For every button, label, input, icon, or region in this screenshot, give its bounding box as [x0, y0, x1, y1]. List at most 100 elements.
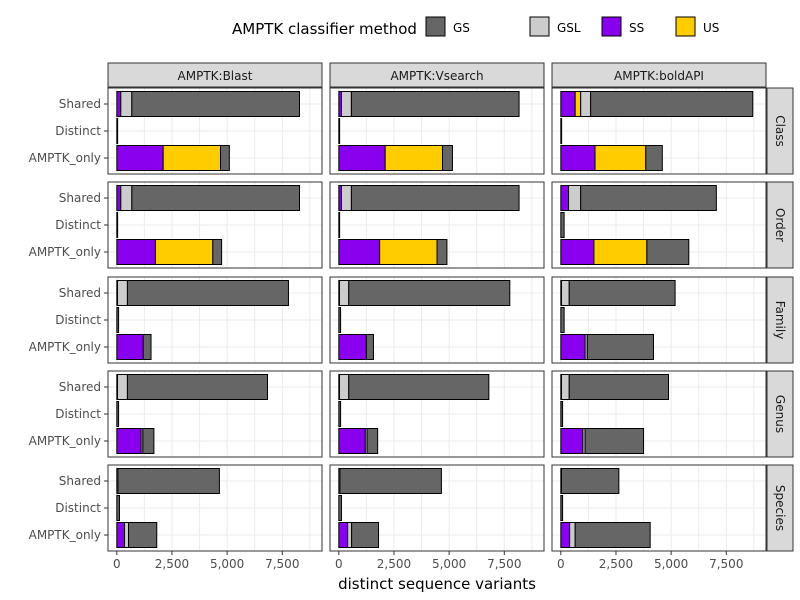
bar-shared-gs: [568, 280, 676, 306]
row-strip-species: Species: [766, 464, 794, 552]
bar-shared-gs: [350, 91, 520, 117]
bar-amptk-only-us: [162, 145, 222, 171]
y-tick-label-distinct: Distinct: [55, 313, 101, 327]
y-tick-labels: Shared Distinct AMPTK_only Shared Distinct AM…: [29, 97, 108, 542]
panel-border: [551, 370, 767, 458]
x-tick-label: 2,500: [377, 557, 411, 571]
x-axis-title: distinct sequence variants: [338, 575, 536, 593]
row-strip-family: Family: [766, 276, 794, 364]
panel-amptk-boldapi-class: [551, 87, 767, 175]
bar-shared-gs: [117, 468, 220, 494]
facet-panels: [107, 87, 767, 552]
bar-amptk-only-us: [593, 239, 648, 265]
bar-amptk-only-ss: [116, 334, 144, 360]
panel-amptk-blast-order: [107, 181, 323, 269]
bar-shared-gsl: [338, 280, 350, 306]
panel-amptk-boldapi-order: [551, 181, 767, 269]
row-strip-order: Order: [766, 181, 794, 269]
row-strip-genus: Genus: [766, 370, 794, 458]
legend-label-ss: SS: [629, 21, 644, 35]
column-strip-label: AMPTK:Blast: [178, 69, 253, 83]
column-strip-amptk-blast: AMPTK:Blast: [107, 62, 323, 88]
bar-shared-ss: [560, 185, 570, 211]
x-tick-label: 2,500: [599, 557, 633, 571]
panel-amptk-boldapi-genus: [551, 370, 767, 458]
panel-amptk-blast-class: [107, 87, 323, 175]
x-tick-label: 5,000: [432, 557, 466, 571]
panel-amptk-vsearch-class: [329, 87, 545, 175]
y-tick-label-shared: Shared: [59, 380, 101, 394]
panel-border: [329, 464, 545, 552]
y-tick-label-distinct: Distinct: [55, 407, 101, 421]
legend-title: AMPTK classifier method: [232, 20, 417, 38]
bar-distinct-gs: [560, 401, 564, 427]
bar-shared-us: [574, 91, 582, 117]
bar-amptk-only-ss: [338, 239, 381, 265]
bar-amptk-only-gs: [128, 522, 158, 548]
bar-amptk-only-gs: [436, 239, 448, 265]
bar-amptk-only-us: [594, 145, 647, 171]
bar-shared-ss: [116, 185, 122, 211]
y-tick-label-shared: Shared: [59, 191, 101, 205]
panel-amptk-blast-genus: [107, 370, 323, 458]
bar-shared-gs: [590, 91, 754, 117]
bar-distinct-gs: [338, 118, 341, 144]
row-strip-bg: [766, 464, 794, 552]
bar-shared-gs: [126, 374, 269, 400]
bar-shared-ss: [116, 91, 122, 117]
row-strip-label: Genus: [773, 395, 787, 433]
row-strip-label: Family: [773, 301, 787, 340]
bar-distinct-gs: [338, 401, 342, 427]
bar-distinct-gs: [560, 212, 565, 238]
bar-amptk-only-gs: [142, 334, 152, 360]
y-tick-label-distinct: Distinct: [55, 218, 101, 232]
bar-amptk-only-ss: [560, 428, 584, 454]
bar-distinct-gs: [116, 307, 120, 333]
x-tick-label: 0: [113, 557, 121, 571]
y-tick-label-amptk-only: AMPTK_only: [29, 151, 101, 165]
legend-label-gs: GS: [453, 21, 470, 35]
bar-amptk-only-gs: [220, 145, 230, 171]
panel-amptk-vsearch-genus: [329, 370, 545, 458]
y-tick-label-amptk-only: AMPTK_only: [29, 528, 101, 542]
panel-amptk-boldapi-family: [551, 276, 767, 364]
y-tick-label-shared: Shared: [59, 286, 101, 300]
column-strip-label: AMPTK:boldAPI: [614, 69, 704, 83]
bar-amptk-only-us: [154, 239, 214, 265]
y-tick-label-shared: Shared: [59, 474, 101, 488]
bar-shared-gsl: [560, 374, 570, 400]
legend-swatch-gsl: [529, 16, 550, 37]
bar-shared-gs: [339, 468, 442, 494]
bar-shared-gsl: [568, 185, 582, 211]
x-tick-label: 5,000: [210, 557, 244, 571]
bar-distinct-gs: [560, 118, 563, 144]
panel-border: [329, 87, 545, 175]
bar-shared-gsl: [116, 374, 128, 400]
bar-shared-gs: [348, 280, 511, 306]
panel-border: [551, 464, 767, 552]
legend-swatch-ss: [601, 16, 622, 37]
column-strip-amptk-boldapi: AMPTK:boldAPI: [551, 62, 767, 88]
x-tick-label: 7,500: [487, 557, 521, 571]
panel-amptk-vsearch-order: [329, 181, 545, 269]
column-strip-bg: [551, 62, 767, 88]
y-tick-label-shared: Shared: [59, 97, 101, 111]
legend-swatch-us: [675, 16, 696, 37]
row-strip-label: Order: [773, 208, 787, 242]
panel-amptk-vsearch-family: [329, 276, 545, 364]
legend: AMPTK classifier method GS GSL SS US: [232, 16, 719, 38]
bar-amptk-only-us: [384, 145, 444, 171]
y-tick-label-amptk-only: AMPTK_only: [29, 245, 101, 259]
bar-amptk-only-gs: [584, 428, 645, 454]
bar-amptk-only-gs: [365, 334, 374, 360]
bar-amptk-only-ss: [116, 145, 164, 171]
bar-distinct-gs: [116, 118, 119, 144]
bar-amptk-only-ss: [116, 428, 142, 454]
bar-amptk-only-ss: [116, 239, 156, 265]
panel-amptk-blast-species: [107, 464, 323, 552]
column-strip-bg: [107, 62, 323, 88]
bar-distinct-gs: [116, 401, 120, 427]
legend-item-us: US: [675, 16, 719, 37]
bar-amptk-only-ss: [338, 334, 367, 360]
row-strip-bg: [766, 370, 794, 458]
